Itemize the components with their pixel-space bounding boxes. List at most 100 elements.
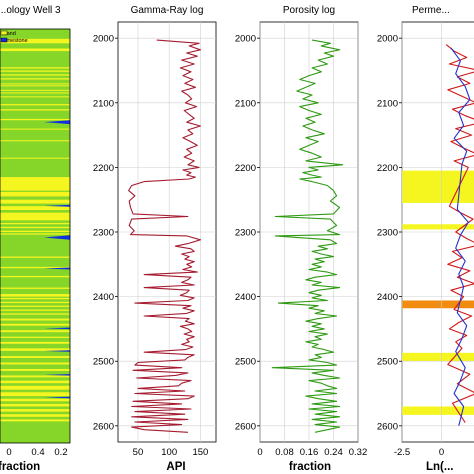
sand-band: [0, 414, 70, 417]
x-tick-label: 0: [257, 447, 262, 458]
limestone-band: [44, 235, 70, 240]
permeability-x-label: Ln(...: [426, 461, 453, 473]
sand-band: [0, 398, 70, 402]
sand-band: [0, 330, 70, 333]
x-tick-label: 0.08: [275, 447, 294, 458]
y-tick-label: 2200: [93, 163, 114, 174]
y-tick-label: 2600: [235, 421, 256, 432]
sand-band: [0, 230, 70, 232]
x-tick-label: 150: [192, 447, 208, 458]
limestone-band: [44, 374, 70, 376]
legend-label-sand: ...and: [2, 31, 16, 37]
y-tick-label: 2100: [377, 98, 398, 109]
y-tick-label: 2600: [377, 421, 398, 432]
legend-swatch-limestone: [0, 37, 8, 43]
sand-band: [0, 313, 70, 315]
sand-band: [0, 199, 70, 204]
sand-band: [0, 403, 70, 407]
sand-band: [0, 226, 70, 229]
sand-band: [0, 348, 70, 351]
porosity-x-label: fraction: [289, 461, 331, 473]
log-curve: [445, 44, 474, 423]
lithology-x-tick: 0.4: [31, 447, 44, 458]
sand-band: [0, 336, 70, 338]
sand-band: [0, 48, 70, 52]
sand-band: [0, 177, 70, 191]
sand-band: [0, 287, 70, 289]
y-tick-label: 2400: [93, 292, 114, 303]
sand-band: [0, 78, 70, 80]
porosity-panel: 2000 2100 2200 2300 2400 2500 2600 0 0.08 0.16 0.…: [235, 5, 367, 473]
sand-band: [0, 38, 70, 44]
log-curve: [450, 47, 471, 426]
sand-band: [0, 368, 70, 371]
sand-band: [0, 294, 70, 297]
sand-band: [0, 96, 70, 98]
sand-band: [0, 67, 70, 69]
limestone-band: [44, 350, 70, 352]
sand-band: [0, 89, 70, 91]
limestone-band: [44, 396, 70, 399]
sand-band: [0, 256, 70, 258]
sand-band: [0, 409, 70, 412]
sand-band: [0, 323, 70, 326]
sand-band: [0, 109, 70, 111]
sand-band: [0, 305, 70, 307]
sand-band: [0, 301, 70, 304]
y-tick-label: 2200: [235, 163, 256, 174]
lithology-frame: [0, 28, 71, 444]
limestone-band: [44, 120, 70, 125]
y-tick-label: 2300: [93, 228, 114, 239]
x-tick-label: -2.5: [394, 447, 410, 458]
sand-band: [0, 92, 70, 94]
y-tick-label: 2500: [93, 357, 114, 368]
sand-band: [0, 233, 70, 235]
sand-band: [0, 318, 70, 321]
sand-band: [0, 341, 70, 344]
lithology-x-label: fraction: [0, 461, 40, 473]
gamma-ray-title: Gamma-Ray log: [131, 5, 204, 16]
x-tick-label: 0: [439, 447, 444, 458]
sand-band: [0, 275, 70, 278]
y-tick-label: 2100: [93, 98, 114, 109]
sand-band: [0, 380, 70, 384]
y-tick-label: 2200: [377, 163, 398, 174]
y-tick-label: 2500: [235, 357, 256, 368]
legend-label-limestone: ...mestone: [2, 38, 28, 44]
legend-swatch-sand: [0, 30, 8, 36]
lithology-x-tick: 0: [6, 447, 11, 458]
y-tick-label: 2400: [235, 292, 256, 303]
sand-band: [0, 375, 70, 378]
log-curve: [271, 39, 344, 433]
y-tick-label: 2300: [377, 228, 398, 239]
limestone-band: [44, 267, 70, 270]
y-tick-label: 2000: [377, 34, 398, 45]
sand-band: [0, 157, 70, 159]
sand-band: [0, 385, 70, 390]
sand-band: [0, 212, 70, 221]
lithology-x-tick: 0.2: [54, 447, 67, 458]
sand-band: [0, 356, 70, 358]
y-tick-label: 2100: [235, 98, 256, 109]
sand-band: [0, 222, 70, 225]
x-tick-label: 0.16: [300, 447, 319, 458]
sand-band: [0, 104, 70, 106]
y-tick-label: 2400: [377, 292, 398, 303]
facies-band: [402, 224, 474, 230]
x-tick-label: 50: [133, 447, 144, 458]
sand-band: [0, 392, 70, 397]
limestone-band: [44, 204, 70, 207]
lithology-background: [0, 29, 70, 443]
gamma-ray-panel: 2000 2100 2200 2300 2400 2500 2600 50 100 150 Ga…: [93, 5, 217, 473]
facies-band: [402, 170, 474, 203]
y-tick-label: 2000: [93, 34, 114, 45]
sand-band: [0, 118, 70, 121]
y-tick-label: 2000: [235, 34, 256, 45]
porosity-title: Porosity log: [283, 5, 335, 16]
x-tick-label: 0.32: [349, 447, 368, 458]
sand-band: [0, 85, 70, 87]
gamma-ray-x-label: API: [166, 461, 185, 473]
permeability-title: Perme...: [412, 5, 450, 16]
